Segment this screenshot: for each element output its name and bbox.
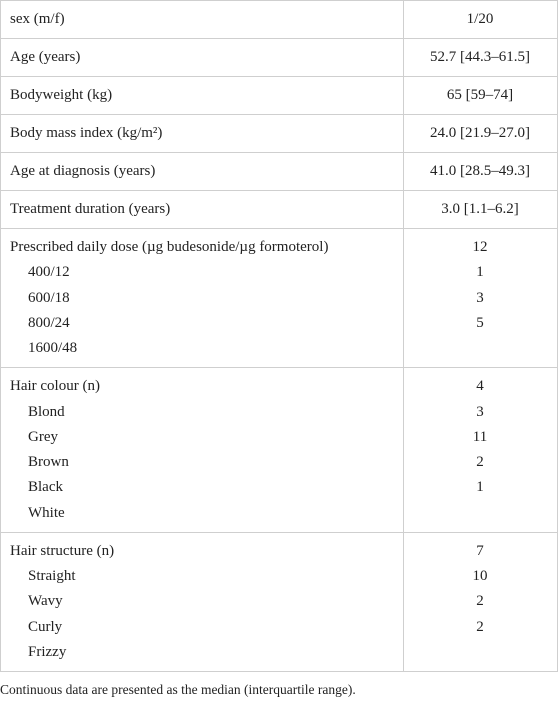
- row-line: [0, 114, 558, 115]
- sub-label: Wavy: [28, 593, 63, 610]
- column-line: [403, 0, 404, 671]
- row-label: Body mass index (kg/m²): [10, 125, 163, 141]
- sub-label: Curly: [28, 618, 63, 635]
- sub-label: Blond: [28, 403, 65, 420]
- row-label: Hair colour (n): [10, 378, 100, 395]
- row-value: 2: [476, 454, 484, 471]
- row-value: 24.0 [21.9–27.0]: [430, 125, 530, 141]
- sub-label: Grey: [28, 428, 58, 445]
- row-value: 3: [476, 289, 484, 306]
- row-line: [0, 76, 558, 77]
- row-line: [0, 152, 558, 153]
- row-value: 1: [476, 479, 484, 496]
- sub-label: White: [28, 504, 65, 521]
- sub-label: Brown: [28, 454, 69, 471]
- row-value: 1/20: [466, 11, 494, 27]
- row-value: 7: [476, 542, 484, 559]
- row-line: [0, 367, 558, 368]
- row-value: 5: [476, 314, 484, 331]
- footnote: Continuous data are presented as the med…: [0, 682, 356, 697]
- sub-label: Black: [28, 479, 63, 496]
- row-label: Prescribed daily dose (µg budesonide/µg …: [10, 239, 329, 255]
- row-value: 3.0 [1.1–6.2]: [441, 201, 519, 217]
- row-label: Bodyweight (kg): [10, 87, 113, 103]
- row-value: 52.7 [44.3–61.5]: [430, 49, 530, 65]
- row-label: Hair structure (n): [10, 542, 115, 559]
- sub-label: 600/18: [28, 289, 70, 306]
- row-label: Treatment duration (years): [10, 201, 171, 217]
- row-value: 10: [472, 568, 488, 584]
- border-line: [0, 0, 558, 1]
- sub-label: 400/12: [28, 264, 70, 281]
- row-line: [0, 228, 558, 229]
- row-label: sex (m/f): [10, 11, 65, 27]
- row-value: 3: [476, 403, 484, 420]
- row-line: [0, 38, 558, 39]
- row-value: 2: [476, 593, 484, 610]
- border-line: [0, 0, 1, 671]
- row-label: Age at diagnosis (years): [10, 163, 156, 179]
- row-line: [0, 532, 558, 533]
- sub-label: Straight: [28, 568, 76, 584]
- row-value: 65 [59–74]: [446, 87, 514, 103]
- row-line: [0, 190, 558, 191]
- row-value: 12: [472, 239, 488, 255]
- sub-label: Frizzy: [28, 643, 67, 660]
- row-value: 4: [476, 378, 484, 395]
- row-value: 41.0 [28.5–49.3]: [430, 163, 530, 179]
- sub-label: 1600/48: [28, 340, 78, 357]
- row-label: Age (years): [10, 49, 81, 65]
- row-value: 1: [476, 264, 484, 281]
- row-value: 11: [472, 428, 488, 445]
- sub-label: 800/24: [28, 314, 70, 331]
- row-line: [0, 671, 558, 672]
- row-value: 2: [476, 618, 484, 635]
